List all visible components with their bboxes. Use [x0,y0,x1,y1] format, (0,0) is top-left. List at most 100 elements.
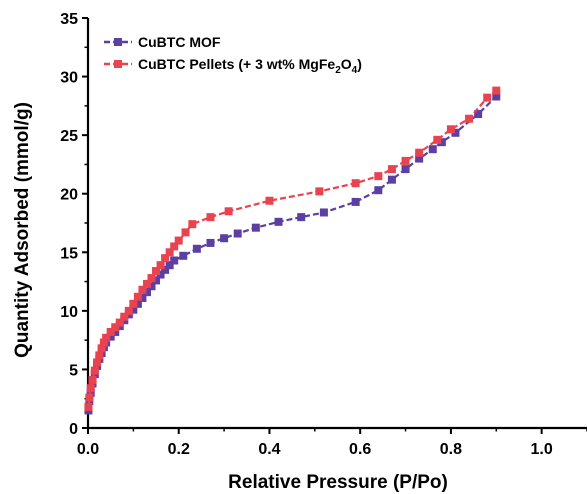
data-point [142,279,151,288]
axes [86,18,587,430]
data-point [224,207,233,216]
data-point [188,220,197,229]
x-tick-label: 0.8 [440,441,462,458]
data-point [90,366,99,375]
y-tick-label: 20 [60,187,78,204]
data-point [152,276,161,285]
data-point [179,251,188,260]
data-point [88,375,97,384]
data-point [86,384,95,393]
data-point [401,165,410,174]
data-point [233,229,242,238]
data-point [115,318,124,327]
x-tick-label: 0.0 [77,441,99,458]
x-axis-ticks: 0.0 0.2 0.4 0.6 0.8 1.0 [77,428,587,458]
y-axis-title: Quantity Adsorbed (mmol/g) [12,102,33,358]
data-point [351,179,360,188]
data-point [483,93,492,102]
data-point [133,292,142,301]
data-point [220,234,229,243]
data-point [251,223,260,232]
plot-series [84,86,501,415]
data-point [437,138,446,147]
data-point [170,256,179,265]
legend-item-cubtc-pellets: CuBTC Pellets (+ 3 wt% MgFe2O4) [104,56,362,76]
data-point [446,125,455,134]
y-tick-label: 25 [60,128,78,145]
data-point [133,299,142,308]
y-tick-label: 30 [60,70,78,87]
data-point [152,267,161,276]
data-point [85,393,94,402]
data-point [129,299,138,308]
data-point [161,265,170,274]
data-point [206,213,215,222]
y-tick-label: 10 [60,304,78,321]
x-tick-label: 0.6 [349,441,371,458]
data-point [165,248,174,257]
x-axis-title: Relative Pressure (P/Po) [228,472,448,493]
legend-swatch-marker [114,38,122,46]
data-point [95,351,104,360]
data-point [492,92,501,101]
data-point [415,154,424,163]
y-axis-ticks: 0 5 10 15 20 25 30 35 [60,11,88,438]
legend-swatch-marker [114,60,122,68]
y-tick-label: 0 [69,421,78,438]
data-point [147,282,156,291]
legend-label-cubtc-mof: CuBTC MOF [138,34,221,50]
data-point [97,344,106,353]
x-tick-label: 0.4 [258,441,280,458]
legend-label-cubtc-pellets: CuBTC Pellets (+ 3 wt% MgFe2O4) [138,56,362,76]
data-point [111,327,120,336]
y-tick-label: 35 [60,11,78,28]
data-point [99,338,108,347]
data-point [387,165,396,174]
x-tick-label: 0.2 [168,441,190,458]
x-tick-label: 1.0 [531,441,553,458]
data-point [351,197,360,206]
data-point [156,261,165,270]
data-point [451,128,460,137]
data-point [170,242,179,251]
data-point [474,110,483,119]
data-point [265,196,274,205]
data-point [111,323,120,332]
data-point [102,333,111,342]
data-point [465,114,474,123]
data-point [129,305,138,314]
data-point [181,228,190,237]
data-point [428,145,437,154]
data-point [84,402,93,411]
data-point [492,86,501,95]
y-tick-label: 15 [60,245,78,262]
data-point [142,288,151,297]
data-point [138,293,147,302]
data-point [147,274,156,283]
data-point [156,270,165,279]
data-point [165,261,174,270]
data-point [106,332,115,341]
data-point [297,213,306,222]
data-point [315,187,324,196]
data-point [433,135,442,144]
data-point [120,312,129,321]
data-point [274,217,283,226]
data-point [206,238,215,247]
data-point [319,208,328,217]
data-point [415,148,424,157]
data-point [387,175,396,184]
legend: CuBTC MOF CuBTC Pellets (+ 3 wt% MgFe2O4… [104,34,362,76]
data-point [161,254,170,263]
data-point [138,285,147,294]
data-point [192,244,201,253]
y-tick-label: 5 [69,362,78,379]
data-point [374,172,383,181]
data-point [174,236,183,245]
data-point [374,186,383,195]
legend-item-cubtc-mof: CuBTC MOF [104,34,221,50]
data-point [93,358,102,367]
data-point [124,306,133,315]
data-point [401,156,410,165]
